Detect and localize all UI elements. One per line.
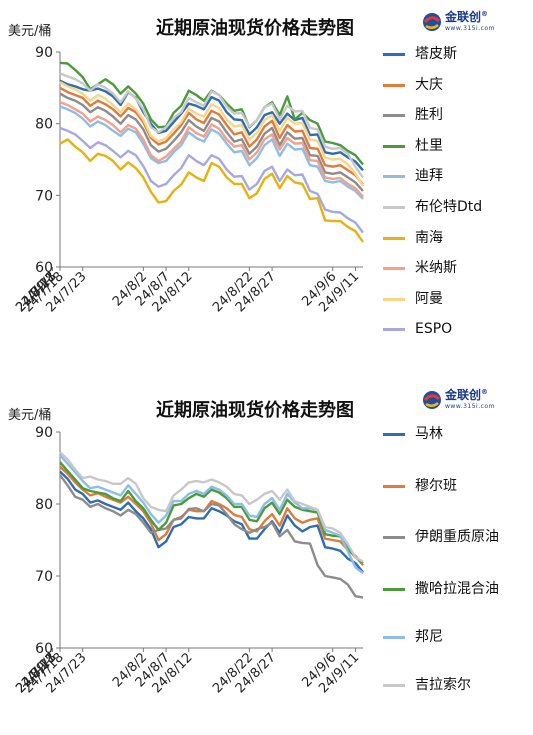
legend-item: 米纳斯 (383, 258, 525, 278)
y-tick-label: 80 (35, 497, 53, 513)
legend-swatch (383, 206, 405, 209)
legend-label: 伊朗重质原油 (415, 529, 499, 545)
legend-item: 胜利 (383, 105, 525, 125)
legend-item: 伊朗重质原油 (383, 527, 507, 547)
legend-swatch (383, 53, 405, 56)
y-tick-label: 70 (35, 569, 53, 585)
legend-item: 南海 (383, 228, 525, 248)
logo-registered-mark: ® (481, 10, 489, 18)
chart-panel-bottom: 近期原油现货价格走势图 美元/桶 金联创® www.315i.com 60 70 8… (0, 378, 533, 735)
series-line-6 (59, 72, 364, 179)
legend-item: 吉拉索尔 (383, 675, 507, 695)
logo-name: 金联创 (445, 10, 482, 24)
legend-item: 邦尼 (383, 627, 507, 647)
series-line-2 (59, 465, 364, 566)
legend-item: 穆尔班 (383, 476, 507, 496)
jinlianchuang-logo-icon (422, 12, 442, 32)
chart-panel-top: 近期原油现货价格走势图 美元/桶 金联创® www.315i.com 60 70 8… (0, 0, 533, 362)
legend-swatch (383, 297, 405, 301)
y-tick-label: 60 (35, 641, 53, 657)
legend-label: 杜里 (415, 137, 443, 154)
legend-label: 大庆 (415, 76, 443, 93)
legend-item: 马林 (383, 424, 507, 444)
legend-label: 胜利 (415, 107, 443, 124)
legend-swatch (383, 175, 405, 179)
legend-label: ESPO (415, 321, 453, 338)
legend-item: 布伦特Dtd (383, 197, 525, 217)
legend-swatch (383, 267, 405, 271)
series-line-5 (59, 105, 364, 200)
legend-swatch (383, 536, 405, 539)
company-logo: 金联创® www.315i.com (422, 386, 495, 413)
series-line-1 (59, 470, 364, 574)
legend-item: 大庆 (383, 75, 525, 95)
legend-item: 迪拜 (383, 166, 525, 186)
series-line-7 (59, 138, 364, 243)
legend-swatch (383, 83, 405, 87)
legend-label: 布伦特Dtd (415, 199, 483, 215)
series-line-4 (59, 461, 364, 564)
legend-label: 邦尼 (415, 629, 443, 645)
y-axis-unit-label: 美元/桶 (8, 24, 52, 39)
legend-item: 撒哈拉混合油 (383, 579, 507, 599)
series-line-1 (59, 79, 364, 172)
y-tick-label: 90 (35, 45, 53, 61)
legend-label: 撒哈拉混合油 (415, 581, 499, 597)
legend-label: 吉拉索尔 (415, 677, 471, 693)
legend-bottom: 马林穆尔班伊朗重质原油 撒哈拉混合油 邦尼吉拉索尔 (383, 424, 533, 724)
series-line-9 (59, 81, 365, 187)
logo-registered-mark: ® (481, 388, 489, 396)
y-tick-label: 60 (35, 260, 53, 276)
legend-swatch (383, 636, 405, 639)
legend-item: ESPO (383, 319, 525, 339)
series-line-3 (59, 92, 364, 192)
y-tick-label: 70 (35, 188, 53, 204)
legend-swatch (383, 433, 405, 436)
legend-label: 马林 (415, 426, 443, 442)
legend-top: 塔皮斯大庆胜利杜里迪拜布伦特Dtd 南海米纳斯阿曼 ESPO (383, 44, 533, 344)
series-line-3 (59, 474, 364, 599)
legend-swatch (383, 236, 405, 240)
legend-swatch (383, 328, 405, 332)
legend-label: 阿曼 (415, 290, 443, 307)
legend-swatch (383, 684, 405, 687)
legend-swatch (383, 588, 405, 591)
company-logo: 金联创® www.315i.com (422, 8, 495, 35)
legend-swatch (383, 114, 405, 118)
legend-swatch (383, 144, 405, 148)
legend-item: 塔皮斯 (383, 44, 525, 64)
series-line-8 (59, 101, 364, 198)
series-line-2 (59, 86, 364, 186)
series-line-10 (59, 126, 364, 234)
y-tick-label: 90 (35, 425, 53, 441)
legend-label: 塔皮斯 (415, 46, 457, 62)
logo-name: 金联创 (445, 388, 482, 402)
legend-label: 米纳斯 (415, 260, 457, 277)
legend-item: 阿曼 (383, 289, 525, 309)
jinlianchuang-logo-icon (422, 390, 442, 410)
legend-label: 穆尔班 (415, 478, 457, 494)
y-tick-label: 80 (35, 117, 53, 133)
chart-title: 近期原油现货价格走势图 (156, 18, 354, 39)
chart-title: 近期原油现货价格走势图 (156, 400, 354, 421)
legend-label: 南海 (415, 229, 443, 246)
legend-item: 杜里 (383, 136, 525, 156)
logo-url: www.315i.com (445, 25, 495, 32)
series-line-6 (59, 451, 364, 563)
legend-swatch (383, 485, 405, 488)
logo-url: www.315i.com (445, 403, 495, 410)
legend-label: 迪拜 (415, 168, 443, 185)
y-axis-unit-label: 美元/桶 (8, 408, 52, 423)
